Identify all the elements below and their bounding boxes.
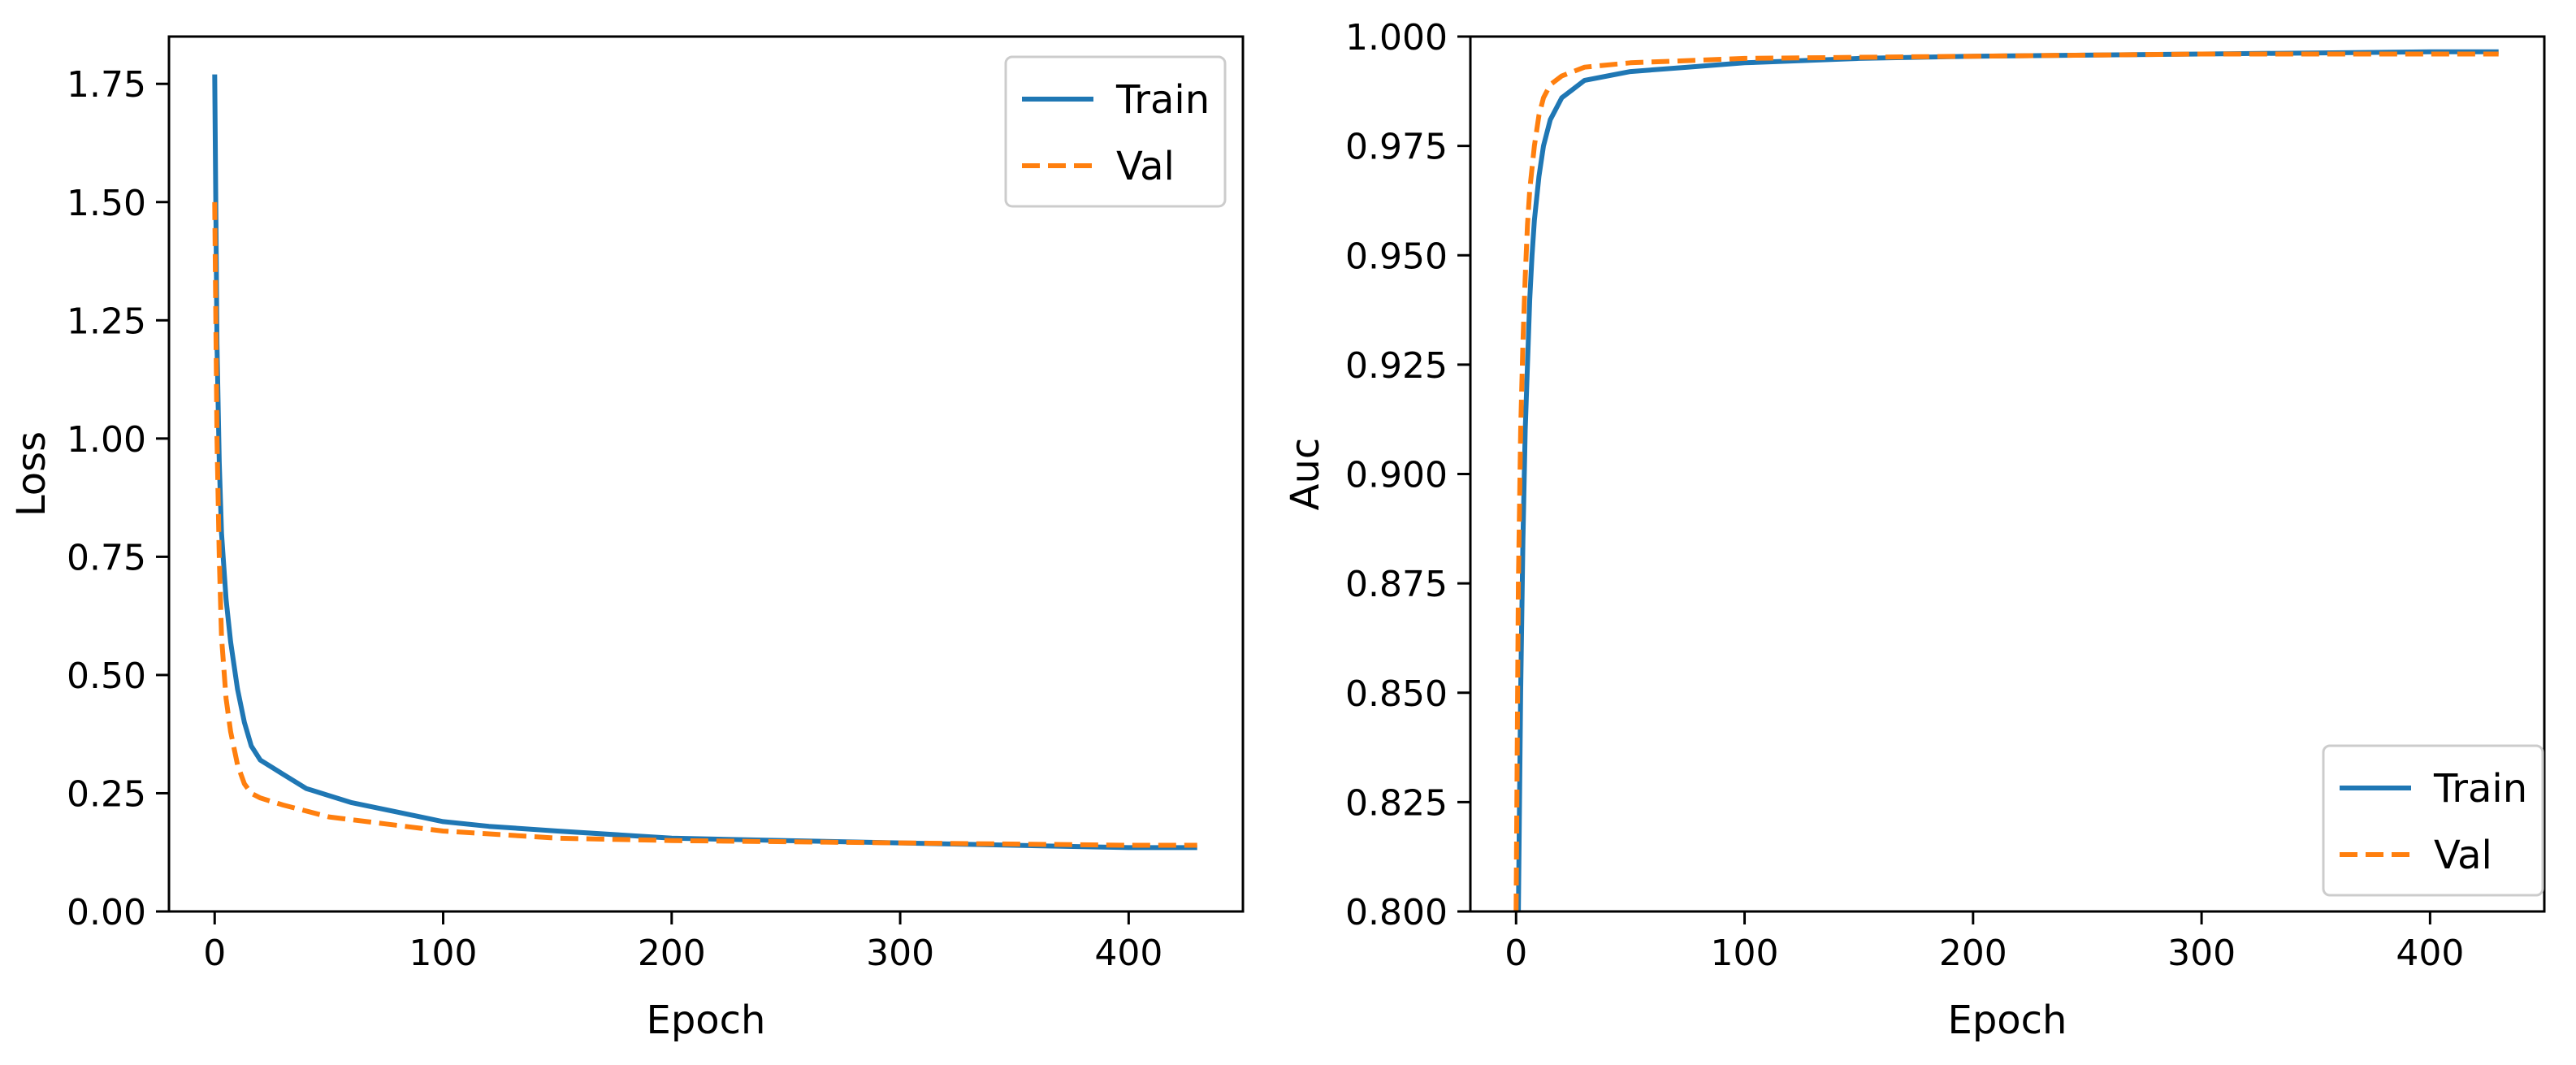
auc-y-tick-label: 1.000: [1345, 17, 1448, 58]
loss-y-tick-label: 0.75: [67, 537, 146, 578]
auc-y-tick-label: 0.825: [1345, 782, 1448, 824]
auc-x-tick-label: 0: [1504, 933, 1527, 974]
loss-x-tick-label: 200: [638, 933, 706, 974]
loss-x-tick-label: 0: [203, 933, 226, 974]
auc-y-tick-label: 0.975: [1345, 127, 1448, 168]
loss-y-tick-label: 1.75: [67, 64, 146, 106]
loss-legend-label-train: Train: [1115, 77, 1210, 123]
auc-y-tick-label: 0.900: [1345, 455, 1448, 496]
auc-x-tick-label: 100: [1711, 933, 1779, 974]
loss-legend: Train Val: [1004, 55, 1227, 208]
auc-series-val-line: [1513, 51, 2499, 911]
auc-y-tick-label: 0.950: [1345, 236, 1448, 277]
auc-x-axis-label: Epoch: [1948, 998, 2067, 1043]
loss-x-tick-label: 100: [409, 933, 478, 974]
auc-y-tick-label: 0.925: [1345, 345, 1448, 387]
auc-legend: Train Val: [2322, 744, 2544, 897]
loss-legend-label-val: Val: [1116, 144, 1175, 189]
loss-y-tick-label: 0.50: [67, 656, 146, 697]
loss-legend-box: [1004, 55, 1227, 208]
auc-legend-label-train: Train: [2433, 766, 2527, 812]
loss-y-tick-label: 1.25: [67, 301, 146, 342]
auc-y-tick-label: 0.800: [1345, 892, 1448, 933]
loss-x-axis-label: Epoch: [647, 998, 766, 1043]
auc-y-axis-label: Auc: [1283, 438, 1328, 511]
loss-y-tick-label: 0.25: [67, 773, 146, 815]
loss-chart-panel: 0 100 200 300 400 0.00 0.25 0.50 0.75 1.00 1.25 1.5…: [9, 35, 1245, 1043]
loss-y-axis-label: Loss: [9, 431, 54, 517]
loss-y-tick-label: 0.00: [67, 892, 146, 933]
auc-x-tick-label: 200: [1939, 933, 2007, 974]
auc-y-tick-label: 0.850: [1345, 673, 1448, 715]
auc-y-tick-label: 0.875: [1345, 564, 1448, 605]
auc-legend-label-val: Val: [2434, 833, 2492, 878]
loss-x-tick-label: 300: [866, 933, 934, 974]
loss-y-tick-label: 1.00: [67, 419, 146, 461]
auc-x-tick-label: 300: [2167, 933, 2236, 974]
loss-x-tick-label: 400: [1094, 933, 1162, 974]
auc-x-tick-label: 400: [2396, 933, 2464, 974]
loss-axes-frame: [167, 35, 1245, 913]
auc-chart-panel: 0 100 200 300 400 0.800 0.825 0.850 0.875 0.900 0.…: [1283, 17, 2546, 1043]
loss-series-val-line: [212, 201, 1197, 848]
loss-y-tick-label: 1.50: [67, 183, 146, 224]
auc-legend-box: [2322, 744, 2544, 897]
